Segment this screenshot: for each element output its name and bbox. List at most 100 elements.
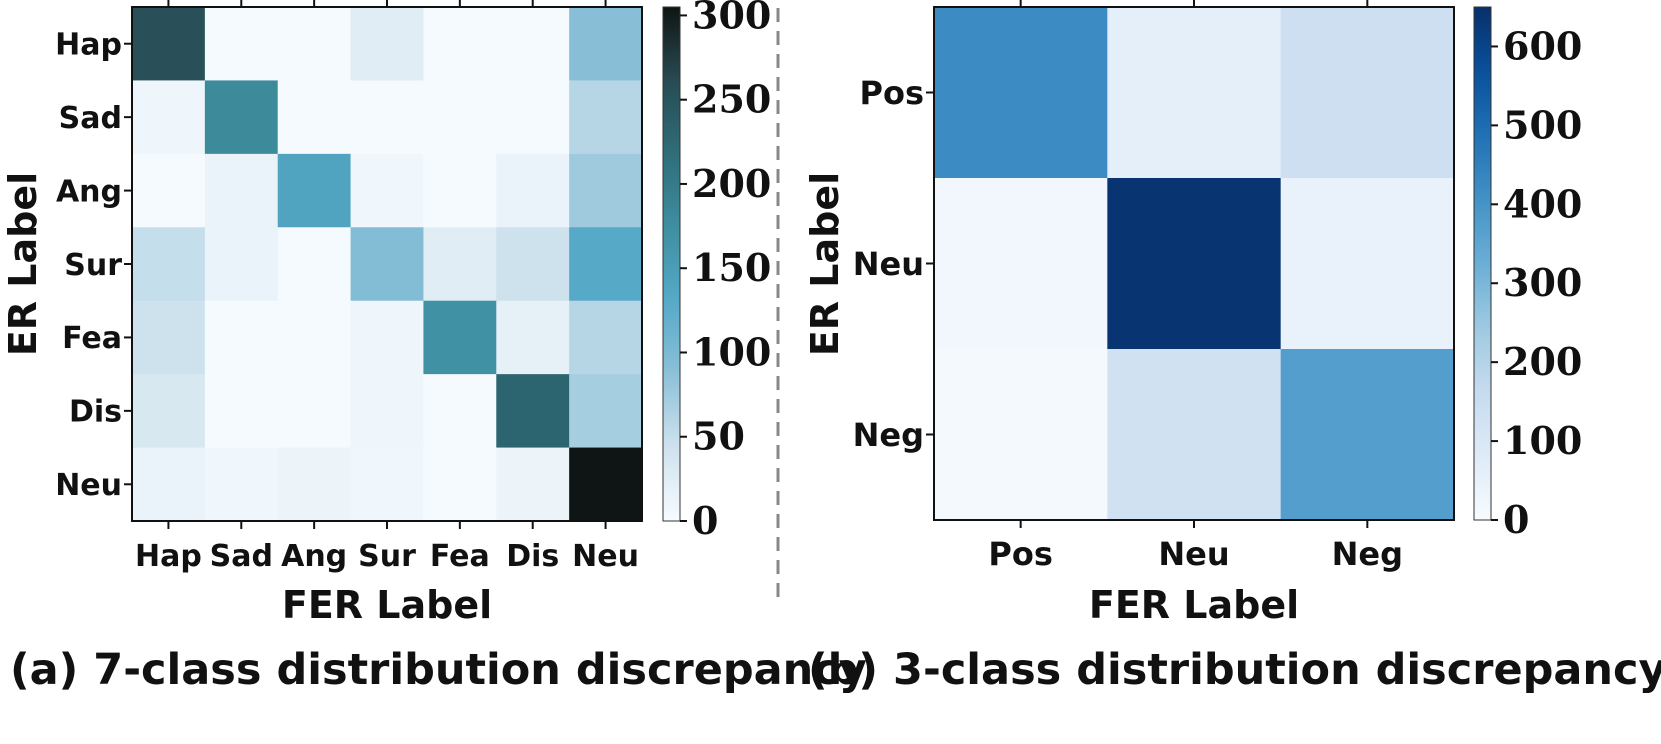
heatmap-cell — [496, 7, 570, 82]
heatmap-cell — [423, 447, 497, 522]
heatmap-cell — [277, 153, 352, 228]
heatmap-cell — [496, 227, 570, 302]
heatmap-cell — [569, 374, 643, 449]
y-tick-label: Neu — [853, 245, 924, 283]
heatmap-cell — [1107, 178, 1282, 350]
heatmap-cell — [277, 447, 352, 522]
heatmap-cell — [204, 153, 279, 228]
heatmap-cell — [496, 153, 570, 228]
x-ticks-3-class: Pos Neu Neg — [988, 0, 1403, 573]
colorbar-ticks-3-class: 0 100 200 300 400 500 600 — [1491, 23, 1582, 542]
heatmap-cell — [569, 153, 643, 228]
heatmap-cell — [277, 227, 352, 302]
y-tick-label: Dis — [69, 395, 122, 430]
y-tick-label: Hap — [55, 28, 122, 63]
x-ticks-7-class: Hap Sad Ang Sur Fea Dis Neu — [135, 0, 639, 574]
heatmap-cell — [350, 7, 425, 82]
colorbar-tick-label: 50 — [692, 414, 745, 459]
heatmap-cell — [204, 300, 279, 375]
x-tick-label: Pos — [988, 535, 1052, 573]
heatmap-cells-3-class — [934, 7, 1455, 521]
heatmap-cells-7-class — [132, 7, 643, 522]
heatmap-cell — [423, 7, 497, 82]
heatmap-cell — [277, 374, 352, 449]
heatmap-cell — [1107, 7, 1282, 179]
heatmap-cell — [204, 80, 279, 155]
heatmap-cell — [569, 227, 643, 302]
heatmap-cell — [350, 374, 425, 449]
heatmap-cell — [934, 178, 1108, 350]
colorbar-tick-label: 300 — [692, 0, 771, 37]
colorbar-tick-label: 100 — [692, 329, 771, 374]
heatmap-cell — [132, 227, 206, 302]
heatmap-cell — [1280, 178, 1455, 350]
heatmap-cell — [1107, 349, 1282, 521]
y-tick-label: Sur — [64, 248, 122, 283]
heatmap-cell — [423, 80, 497, 155]
heatmap-cell — [132, 374, 206, 449]
heatmap-cell — [204, 374, 279, 449]
y-tick-label: Neg — [853, 416, 924, 454]
heatmap-panel-7-class: Hap Sad Ang Sur Fea Dis Neu Hap Sad Ang Sur Fea Dis… — [1, 0, 867, 695]
x-axis-label-3-class: FER Label — [1089, 583, 1299, 627]
heatmap-cell — [350, 227, 425, 302]
heatmap-cell — [132, 153, 206, 228]
x-tick-label: Sur — [358, 539, 416, 574]
heatmap-cell — [132, 7, 206, 82]
y-axis-label-7-class: ER Label — [1, 172, 45, 356]
x-tick-label: Neu — [1158, 535, 1229, 573]
heatmap-cell — [569, 300, 643, 375]
x-tick-label: Ang — [281, 539, 347, 574]
y-tick-label: Ang — [56, 174, 122, 209]
colorbar-tick-label: 200 — [692, 161, 771, 206]
heatmap-cell — [496, 374, 570, 449]
heatmap-cell — [1280, 349, 1455, 521]
heatmap-cell — [204, 447, 279, 522]
y-tick-label: Pos — [860, 74, 924, 112]
colorbar-gradient — [1473, 6, 1492, 521]
heatmap-cell — [423, 227, 497, 302]
heatmap-cell — [350, 80, 425, 155]
heatmap-cell — [569, 7, 643, 82]
colorbar-tick-label: 250 — [692, 77, 771, 122]
heatmap-cell — [277, 80, 352, 155]
y-ticks-3-class: Pos Neu Neg — [853, 74, 934, 454]
x-tick-label: Dis — [506, 539, 559, 574]
colorbar-tick-label: 600 — [1503, 23, 1582, 68]
colorbar-tick-label: 400 — [1503, 181, 1582, 226]
heatmap-cell — [569, 447, 643, 522]
colorbar-7-class — [662, 6, 681, 522]
heatmap-cell — [132, 80, 206, 155]
colorbar-3-class — [1473, 6, 1492, 521]
x-axis-label-7-class: FER Label — [282, 583, 492, 627]
heatmap-cell — [204, 7, 279, 82]
colorbar-tick-label: 0 — [1503, 497, 1529, 542]
x-tick-label: Neu — [572, 539, 639, 574]
colorbar-tick-label: 300 — [1503, 260, 1582, 305]
heatmap-cell — [350, 300, 425, 375]
heatmap-cell — [496, 447, 570, 522]
caption-7-class: (a) 7-class distribution discrepancy — [10, 645, 867, 695]
heatmap-cell — [1280, 7, 1455, 179]
caption-3-class: (b) 3-class distribution discrepancy — [808, 645, 1661, 695]
heatmap-cell — [204, 227, 279, 302]
heatmap-cell — [350, 447, 425, 522]
y-axis-label-3-class: ER Label — [803, 172, 847, 356]
heatmap-cell — [496, 80, 570, 155]
heatmap-cell — [132, 447, 206, 522]
colorbar-ticks-7-class: 0 50 100 150 200 250 300 — [680, 0, 771, 543]
colorbar-tick-label: 0 — [692, 498, 718, 543]
y-ticks-7-class: Hap Sad Ang Sur Fea Dis Neu — [55, 28, 132, 503]
colorbar-tick-label: 100 — [1503, 418, 1582, 463]
y-tick-label: Neu — [55, 468, 122, 503]
y-tick-label: Fea — [62, 321, 122, 356]
heatmap-cell — [277, 7, 352, 82]
colorbar-tick-label: 150 — [692, 245, 771, 290]
x-tick-label: Hap — [135, 539, 202, 574]
heatmap-cell — [423, 374, 497, 449]
x-tick-label: Neg — [1332, 535, 1403, 573]
heatmap-cell — [569, 80, 643, 155]
y-tick-label: Sad — [59, 101, 122, 136]
heatmap-cell — [132, 300, 206, 375]
heatmap-cell — [423, 300, 497, 375]
